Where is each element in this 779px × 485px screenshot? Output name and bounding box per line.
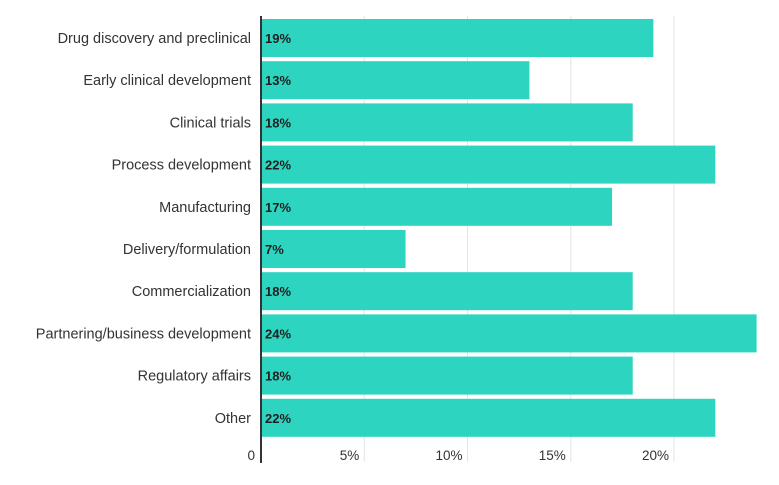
category-label: Early clinical development — [83, 73, 251, 89]
bar — [261, 314, 757, 353]
bar — [261, 103, 633, 142]
bar — [261, 272, 633, 311]
category-label: Process development — [112, 158, 251, 174]
data-label: 24% — [265, 326, 291, 341]
x-tick-label: 10% — [435, 448, 462, 463]
bar — [261, 145, 716, 184]
category-label: Other — [215, 411, 251, 427]
category-label: Regulatory affairs — [138, 369, 251, 385]
data-label: 18% — [265, 284, 291, 299]
x-tick-label: 20% — [642, 448, 669, 463]
bar — [261, 356, 633, 395]
data-label: 7% — [265, 242, 284, 257]
x-tick-label: 5% — [340, 448, 360, 463]
x-axis-tick-labels: 0 5% 10% 15% 20% — [247, 448, 669, 463]
category-label: Partnering/business development — [36, 326, 251, 342]
data-label: 22% — [265, 411, 291, 426]
data-label: 22% — [265, 158, 291, 173]
category-label: Commercialization — [132, 284, 251, 300]
category-label: Delivery/formulation — [123, 242, 251, 258]
x-tick-label: 15% — [539, 448, 566, 463]
bar — [261, 19, 654, 57]
bar — [261, 398, 716, 437]
bar — [261, 230, 406, 268]
data-label: 18% — [265, 369, 291, 384]
bars — [261, 19, 757, 437]
data-label: 13% — [265, 73, 291, 88]
data-label: 17% — [265, 200, 291, 215]
data-label: 19% — [265, 31, 291, 46]
x-tick-label: 0 — [247, 448, 255, 463]
category-label: Drug discovery and preclinical — [58, 31, 251, 47]
data-label: 18% — [265, 115, 291, 130]
bar — [261, 61, 530, 100]
category-labels: Drug discovery and preclinical Early clin… — [36, 31, 251, 427]
bar — [261, 187, 613, 226]
category-label: Manufacturing — [159, 200, 251, 216]
category-label: Clinical trials — [170, 115, 251, 131]
value-labels: 19% 13% 18% 22% 17% 7% 18% 24% 18% 22% — [265, 31, 291, 426]
